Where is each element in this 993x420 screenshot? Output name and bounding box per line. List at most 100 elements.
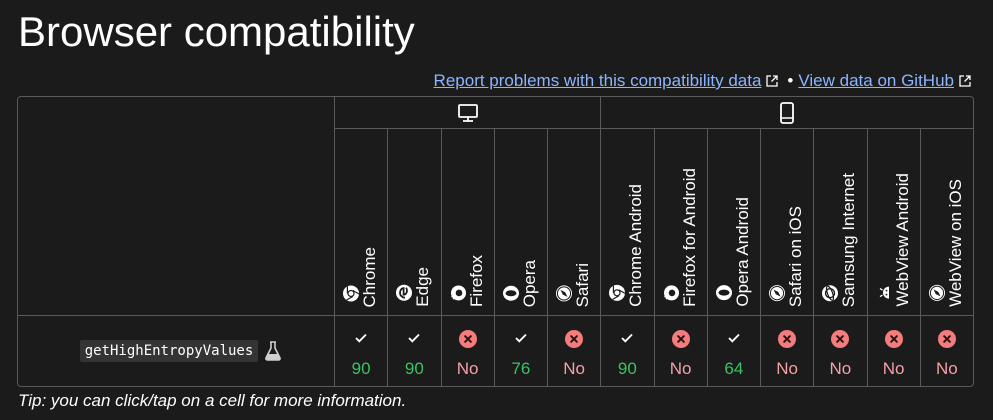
browser-header-firefox: Firefox xyxy=(440,128,494,315)
support-version: 90 xyxy=(617,359,637,378)
support-version: 90 xyxy=(351,359,371,378)
platform-desktop xyxy=(334,97,600,128)
firefox-icon xyxy=(662,168,680,307)
support-version: 90 xyxy=(404,359,424,378)
compat-links: Report problems with this compatibility … xyxy=(434,70,975,92)
browser-header-content: WebView Android xyxy=(875,173,913,307)
report-problems-link[interactable]: Report problems with this compatibility … xyxy=(433,71,762,90)
browser-header-edge: Edge xyxy=(387,128,441,315)
browser-name: WebView Android xyxy=(892,173,912,307)
browser-header-content: Samsung Internet xyxy=(821,173,859,307)
opera-icon xyxy=(715,197,733,307)
support-version: 76 xyxy=(511,359,531,378)
feature-name: getHighEntropyValues xyxy=(79,340,259,362)
no-support-icon xyxy=(814,328,866,350)
browser-row: Chrome Edge Firefox Opera Safari Chrome Andro… xyxy=(18,128,973,315)
android-icon xyxy=(875,173,893,307)
mobile-icon xyxy=(780,101,795,124)
support-version: No xyxy=(882,359,905,378)
browser-name: Edge xyxy=(413,267,433,307)
support-cell-edge[interactable]: 90 xyxy=(387,315,441,386)
support-version: No xyxy=(936,359,958,378)
link-separator: • xyxy=(787,71,794,90)
browser-header-content: Firefox for Android xyxy=(662,168,700,307)
browser-header-content: Edge xyxy=(395,267,433,307)
no-support-icon xyxy=(655,328,707,350)
platform-row xyxy=(18,97,973,128)
no-support-icon xyxy=(548,328,600,350)
support-cell-samsung-internet[interactable]: No xyxy=(813,315,867,386)
safari-icon xyxy=(555,263,573,307)
feature-name-cell[interactable]: getHighEntropyValues xyxy=(18,315,334,386)
external-link-icon xyxy=(959,75,971,87)
support-cell-chrome-android[interactable]: 90 xyxy=(600,315,654,386)
browser-header-safari: Safari xyxy=(547,128,601,315)
browser-header-chrome-android-mobile: Chrome Android xyxy=(600,128,654,315)
support-version: No xyxy=(456,359,479,378)
browser-name: Opera xyxy=(519,259,539,307)
safari-icon xyxy=(928,179,946,307)
check-icon xyxy=(708,328,760,350)
browser-name: Firefox xyxy=(466,255,486,307)
browser-name: Chrome Android xyxy=(626,184,646,307)
opera-icon xyxy=(502,260,520,307)
browser-header-content: Chrome xyxy=(342,247,380,307)
no-support-icon xyxy=(761,328,813,350)
browser-header-opera: Opera xyxy=(493,128,547,315)
support-version: No xyxy=(563,359,585,378)
check-icon xyxy=(388,328,440,350)
browser-name: Firefox for Android xyxy=(679,168,699,307)
support-version: No xyxy=(776,359,798,378)
support-cell-safari[interactable]: No xyxy=(547,315,601,386)
browser-name: WebView on iOS xyxy=(945,179,965,307)
browser-header-content: WebView on iOS xyxy=(928,179,966,307)
no-support-icon xyxy=(442,328,494,350)
support-cell-opera-android[interactable]: 64 xyxy=(706,315,760,386)
support-version: 64 xyxy=(724,359,744,378)
tip-text: Tip: you can click/tap on a cell for mor… xyxy=(18,391,407,410)
browser-header-samsung-internet-mobile: Samsung Internet xyxy=(813,128,867,315)
browser-name: Samsung Internet xyxy=(839,172,859,307)
browser-name: Safari on iOS xyxy=(786,205,806,307)
support-cell-safari-on-ios[interactable]: No xyxy=(760,315,814,386)
edge-icon xyxy=(395,267,413,307)
browser-header-webview-on-ios-mobile: WebView on iOS xyxy=(919,128,973,315)
support-version: No xyxy=(669,359,692,378)
samsung-internet-icon xyxy=(821,173,839,307)
support-cell-chrome[interactable]: 90 xyxy=(334,315,388,386)
view-on-github-link[interactable]: View data on GitHub xyxy=(798,71,954,90)
browser-header-firefox-for-android-mobile: Firefox for Android xyxy=(653,128,707,315)
browser-header-content: Safari xyxy=(555,263,593,307)
browser-header-content: Firefox xyxy=(449,255,487,307)
check-icon xyxy=(495,328,547,350)
browser-name: Safari xyxy=(573,262,593,307)
check-icon xyxy=(601,328,653,350)
support-cell-firefox-for-android[interactable]: No xyxy=(653,315,707,386)
chrome-icon xyxy=(608,184,626,307)
support-cell-firefox[interactable]: No xyxy=(440,315,494,386)
no-support-icon xyxy=(921,328,973,350)
browser-header-content: Chrome Android xyxy=(608,184,646,307)
browser-header-content: Safari on iOS xyxy=(768,206,806,307)
browser-name: Opera Android xyxy=(732,197,752,307)
firefox-icon xyxy=(449,255,467,307)
browser-header-chrome: Chrome xyxy=(334,128,388,315)
support-version: No xyxy=(829,359,852,378)
compat-table: Chrome Edge Firefox Opera Safari Chrome Andro… xyxy=(17,96,974,387)
browser-header-content: Opera Android xyxy=(715,197,753,307)
no-support-icon xyxy=(868,328,920,350)
check-icon xyxy=(335,328,387,350)
table-corner xyxy=(18,97,334,315)
platform-mobile xyxy=(600,97,973,128)
support-cell-webview-android[interactable]: No xyxy=(866,315,920,386)
support-cell-webview-on-ios[interactable]: No xyxy=(919,315,973,386)
experimental-flask-icon xyxy=(265,341,282,361)
browser-header-content: Opera xyxy=(502,260,540,307)
browser-header-webview-android-mobile: WebView Android xyxy=(866,128,920,315)
support-cell-opera[interactable]: 76 xyxy=(493,315,547,386)
browser-name: Chrome xyxy=(360,246,380,307)
feature-row: getHighEntropyValues 90 90 No 76 No 90 No 64 No N… xyxy=(18,315,973,386)
page-title: Browser compatibility xyxy=(18,8,415,55)
chrome-icon xyxy=(342,247,360,307)
external-link-icon xyxy=(766,75,779,87)
